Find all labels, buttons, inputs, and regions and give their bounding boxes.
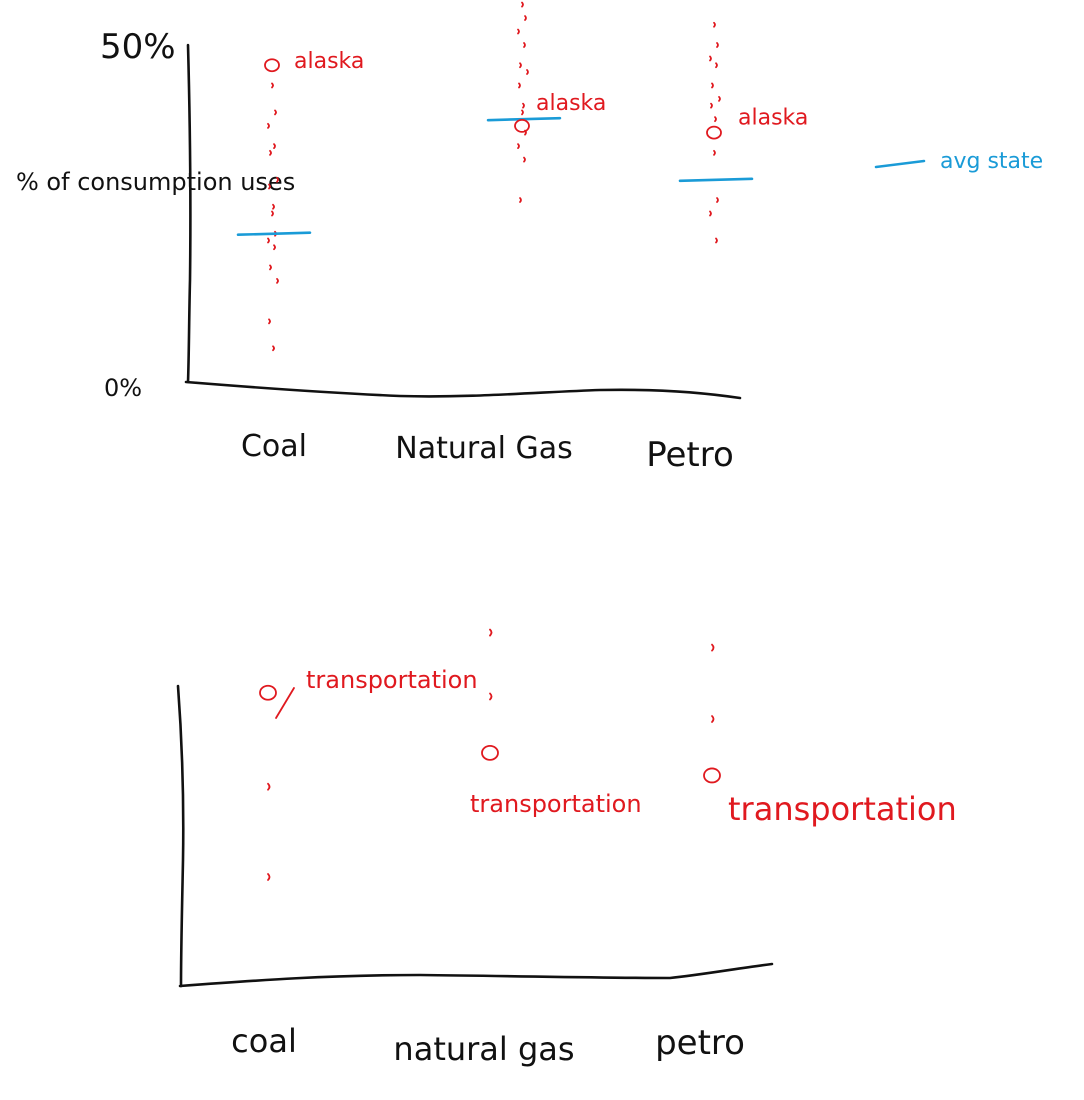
- state-dot: [524, 15, 527, 21]
- state-dot: [273, 143, 276, 149]
- state-dot: [713, 149, 716, 156]
- state-dot: [714, 116, 717, 123]
- sector-dot: [711, 715, 715, 723]
- sector-dot: [489, 628, 493, 637]
- state-dot: [718, 96, 721, 102]
- state-dot: [715, 62, 718, 69]
- avg-state-mark: [486, 116, 562, 122]
- sector-dot: [267, 782, 271, 791]
- state-dot: [709, 210, 712, 217]
- legend-swatch: [874, 159, 926, 169]
- state-dot: [522, 102, 525, 109]
- state-dot: [272, 345, 275, 352]
- state-dot: [521, 109, 524, 116]
- y-axis-top: [186, 43, 192, 384]
- state-dot: [716, 197, 719, 203]
- y-axis-label: % of consumption uses: [16, 168, 295, 196]
- state-dot: [271, 82, 274, 89]
- state-dot: [517, 143, 520, 149]
- alaska-point: [264, 58, 280, 73]
- transportation-label: transportation: [470, 790, 642, 818]
- y-tick-top: 50%: [100, 27, 176, 67]
- state-dot: [269, 149, 272, 156]
- state-dot: [526, 69, 529, 75]
- state-dot: [268, 183, 271, 190]
- sector-dot: [267, 873, 271, 881]
- bottom-plot-marks: transportation transportation transportati…: [259, 628, 957, 881]
- state-dot: [267, 122, 270, 129]
- state-dot: [276, 176, 279, 183]
- sector-dot: [711, 643, 715, 652]
- state-dot: [709, 55, 712, 62]
- x-tick-natural-gas: Natural Gas: [395, 431, 572, 466]
- alaska-label: alaska: [738, 106, 808, 131]
- avg-state-mark: [678, 177, 754, 183]
- transportation-leader-line: [275, 687, 295, 719]
- y-tick-bottom: 0%: [104, 374, 142, 402]
- state-dot: [272, 203, 275, 210]
- legend-avg-state: avg state: [874, 149, 1043, 174]
- avg-state-mark: [236, 231, 312, 237]
- state-dot: [519, 62, 522, 69]
- state-dot: [268, 318, 271, 325]
- x-tick-petro: Petro: [646, 435, 734, 475]
- alaska-point: [706, 125, 722, 140]
- x-tick-coal-bottom: coal: [231, 1022, 297, 1060]
- sector-dot: [489, 692, 493, 701]
- transportation-point: [481, 744, 499, 761]
- legend-label: avg state: [940, 149, 1043, 174]
- alaska-point: [514, 118, 530, 133]
- state-dot: [521, 1, 524, 8]
- chart-top: 50% 0% % of consumption uses Coal Natura…: [16, 1, 1043, 475]
- state-dot: [716, 42, 719, 48]
- transportation-label: transportation: [306, 666, 478, 694]
- state-dot: [273, 244, 276, 251]
- state-dot: [276, 278, 279, 284]
- state-dot: [710, 102, 713, 109]
- x-axis-top: [184, 380, 742, 400]
- state-dot: [517, 28, 520, 35]
- top-plot-marks: alaska alaska alaska: [236, 1, 808, 352]
- x-axis-bottom: [178, 962, 774, 988]
- alaska-label: alaska: [536, 91, 606, 116]
- x-tick-petro-bottom: petro: [655, 1023, 745, 1063]
- state-dot: [519, 197, 522, 203]
- chart-bottom: coal natural gas petro transportationtra…: [176, 628, 957, 1068]
- state-dot: [269, 264, 272, 271]
- x-tick-natural-gas-bottom: natural gas: [393, 1030, 574, 1068]
- state-dot: [523, 42, 526, 48]
- transportation-label: transportation: [728, 790, 957, 828]
- transportation-point: [259, 684, 277, 701]
- state-dot: [523, 156, 526, 163]
- state-dot: [518, 82, 521, 89]
- transportation-point: [703, 767, 721, 784]
- state-dot: [274, 109, 277, 116]
- state-dot: [267, 237, 270, 244]
- state-dot: [715, 237, 718, 244]
- state-dot: [713, 21, 716, 28]
- alaska-label: alaska: [294, 49, 364, 74]
- state-dot: [711, 82, 714, 89]
- x-tick-coal: Coal: [241, 429, 307, 464]
- state-dot: [271, 210, 274, 217]
- y-axis-bottom: [176, 684, 185, 988]
